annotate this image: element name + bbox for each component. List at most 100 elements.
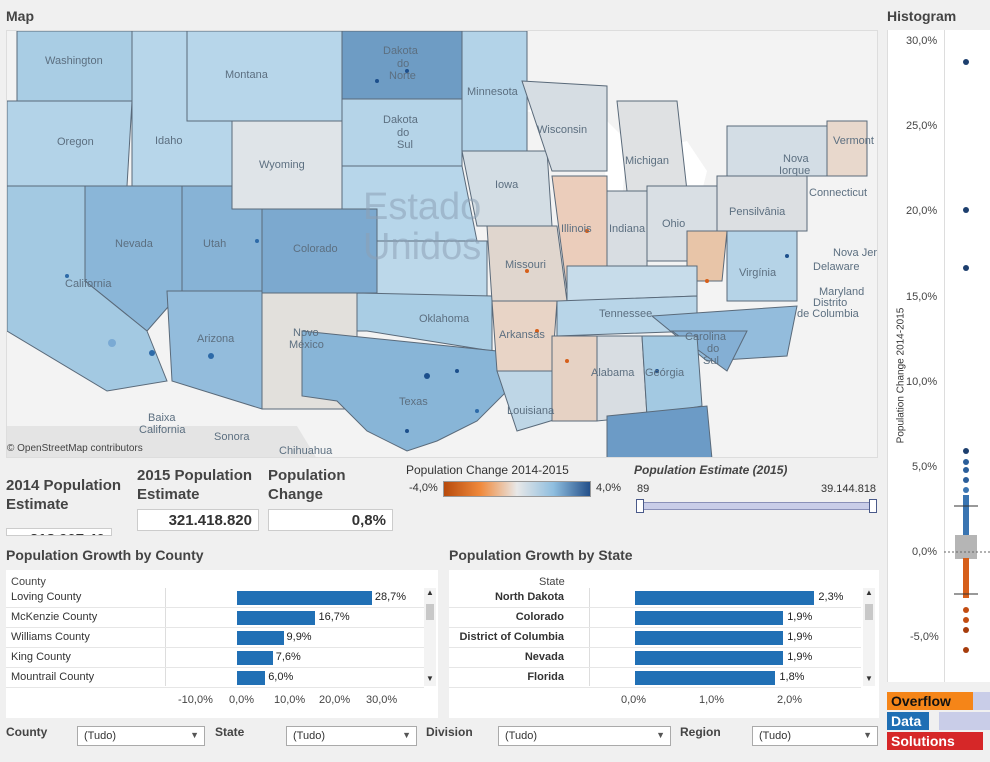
county-bar[interactable] [237,671,266,685]
county-bar[interactable] [237,591,372,605]
county-bar[interactable] [237,611,316,625]
state-chart-title: Population Growth by State [449,547,633,563]
table-row[interactable]: Mountrail County 6,0% [6,668,424,688]
slider-max: 39.144.818 [821,483,877,495]
state-label: Nevada [524,651,564,663]
state-bar[interactable] [635,631,784,645]
state-filter-select[interactable]: (Tudo) ▼ [286,726,417,746]
population-slider-track[interactable] [637,502,877,510]
division-filter-select[interactable]: (Tudo) ▼ [498,726,671,746]
state-axis-tick: 0,0% [621,694,647,706]
county-bar-value: 9,9% [286,631,312,643]
scroll-up-icon[interactable]: ▲ [865,588,873,597]
state-scrollbar[interactable]: ▲ ▼ [863,588,875,686]
population-slider-max-handle[interactable] [869,499,877,513]
state-kentucky[interactable] [566,265,698,302]
state-wisconsin[interactable] [521,80,608,172]
division-filter-label: Division [426,725,473,739]
state-label: Florida [527,671,564,683]
state-scroll-thumb[interactable] [865,604,873,620]
histogram-tick: 0,0% [912,546,938,558]
state-iowa[interactable] [461,150,553,227]
color-legend-max: 4,0% [596,482,622,494]
county-label: Mountrail County [11,671,95,683]
histogram-tick: 10,0% [906,376,938,388]
county-axis-tick: 0,0% [229,694,255,706]
state-bar[interactable] [635,591,815,605]
table-row[interactable]: King County 7,6% [6,648,424,668]
state-california[interactable] [7,185,168,392]
map-title: Map [6,8,34,24]
county-scroll-thumb[interactable] [426,604,434,620]
state-alabama[interactable] [596,335,648,422]
state-kansas[interactable] [376,240,488,297]
state-label: North Dakota [494,591,564,603]
county-label: McKenzie County [11,611,98,623]
histogram-tick: -5,0% [910,631,939,643]
table-row[interactable]: Williams County 9,9% [6,628,424,648]
state-bar[interactable] [635,671,776,685]
state-virginia[interactable] [726,230,798,302]
table-row[interactable]: Colorado 1,9% [449,608,861,628]
state-bar-value: 1,8% [779,671,805,683]
state-label: Colorado [515,611,564,623]
state-florida[interactable] [606,405,713,458]
table-row[interactable]: Loving County 28,7% [6,588,424,608]
county-axis-tick: 20,0% [319,694,351,706]
state-vermont[interactable] [826,120,868,177]
region-filter-select[interactable]: (Tudo) ▼ [752,726,878,746]
chevron-down-icon: ▼ [402,730,411,740]
state-south-dakota[interactable] [341,98,463,167]
state-filter-label: State [215,725,245,739]
map-svg[interactable] [7,31,878,458]
county-label: Loving County [11,591,82,603]
color-legend-min: -4,0% [409,482,438,494]
state-new-york[interactable] [726,125,828,177]
table-row[interactable]: District of Columbia 1,9% [449,628,861,648]
state-arkansas[interactable] [491,300,558,372]
state-chart[interactable]: State North Dakota 2,3% Colorado 1,9% Di… [449,570,879,718]
state-bar[interactable] [635,651,784,665]
state-pennsylvania[interactable] [716,175,808,232]
kpi-change-label: Population Change [268,467,346,503]
state-michigan[interactable] [616,100,688,192]
overflow-badge: Overflow [887,692,973,710]
table-row[interactable]: Florida 1,8% [449,668,861,688]
state-georgia[interactable] [641,335,703,417]
state-label: District of Columbia [459,631,564,643]
kpi-2014-label: 2014 Population Estimate [6,477,122,513]
table-row[interactable]: McKenzie County 16,7% [6,608,424,628]
histogram-panel[interactable]: Population Change 2014-2015 30,0% 25,0% … [887,30,990,682]
state-north-dakota[interactable] [341,31,463,100]
kpi-2014-value: 318.907.40 [6,528,112,536]
table-row[interactable]: North Dakota 2,3% [449,588,861,608]
state-oklahoma[interactable] [356,292,493,352]
state-montana[interactable] [186,31,343,122]
state-filter-value: (Tudo) [293,730,325,742]
state-minnesota[interactable] [461,31,528,152]
state-colorado[interactable] [261,208,378,294]
county-chart[interactable]: County Loving County 28,7% McKenzie Coun… [6,570,438,718]
state-missouri[interactable] [486,225,568,302]
scroll-up-icon[interactable]: ▲ [426,588,434,597]
scroll-down-icon[interactable]: ▼ [426,674,434,683]
county-filter-select[interactable]: (Tudo) ▼ [77,726,205,746]
color-legend-bar [443,481,591,497]
county-bar[interactable] [237,631,284,645]
brand-logo: Overflow Data Solutions [887,692,990,762]
state-bar-value: 1,9% [787,631,813,643]
state-bar[interactable] [635,611,784,625]
population-slider-min-handle[interactable] [636,499,644,513]
scroll-down-icon[interactable]: ▼ [865,674,873,683]
county-bar-value: 28,7% [374,591,407,603]
county-bar[interactable] [237,651,273,665]
table-row[interactable]: Nevada 1,9% [449,648,861,668]
state-washington[interactable] [16,31,133,102]
state-oregon[interactable] [7,100,133,187]
state-axis-tick: 2,0% [777,694,803,706]
state-mississippi[interactable] [551,335,598,422]
state-wyoming[interactable] [231,120,343,210]
map-view[interactable]: Washington Montana Dakota do Norte Minne… [6,30,878,458]
solutions-badge: Solutions [887,732,983,750]
county-scrollbar[interactable]: ▲ ▼ [424,588,436,686]
